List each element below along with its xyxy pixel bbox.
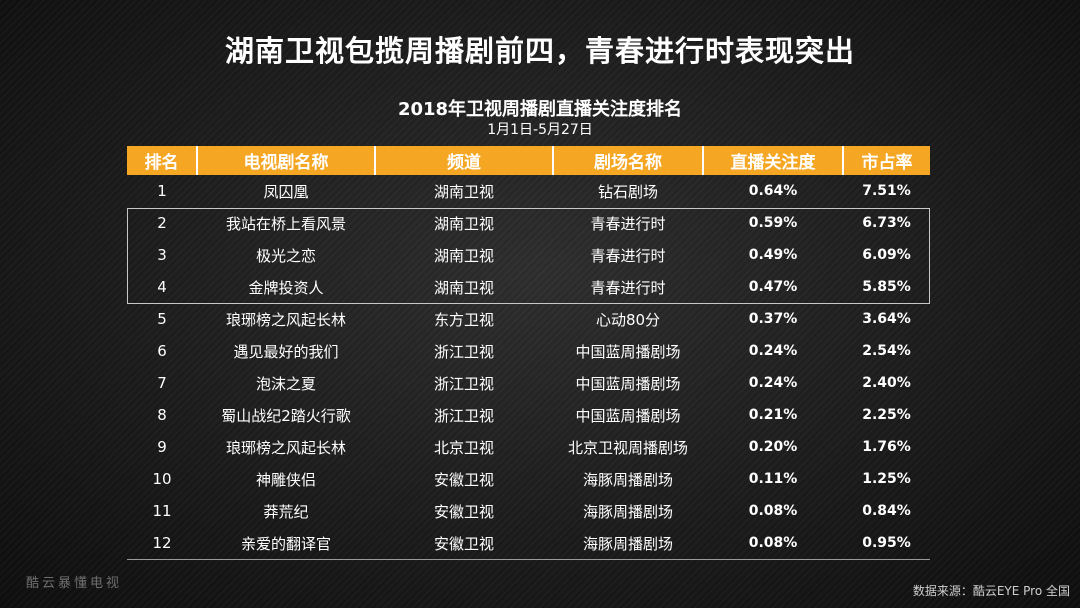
cell-channel: 湖南卫视 — [433, 278, 494, 297]
cell-live-attention: 0.59% — [748, 215, 798, 231]
cell-live-attention: 0.21% — [748, 407, 798, 423]
table-row: 1 凤囚凰 湖南卫视 钻石剧场 0.64% 7.51% — [127, 175, 930, 207]
cell-drama-name: 莽荒纪 — [263, 502, 309, 521]
table-row: 2 我站在桥上看风景 湖南卫视 青春进行时 0.59% 6.73% — [127, 207, 930, 239]
cell-market-share: 2.25% — [862, 407, 911, 423]
cell-live-attention: 0.47% — [748, 279, 798, 295]
table-header-row: 排名 电视剧名称 频道 剧场名称 直播关注度 市占率 — [127, 146, 930, 175]
cell-rank: 5 — [157, 310, 167, 328]
cell-live-attention: 0.64% — [748, 183, 798, 199]
cell-rank: 1 — [157, 182, 167, 200]
cell-drama-name: 我站在桥上看风景 — [225, 214, 346, 233]
cell-theater: 青春进行时 — [590, 246, 666, 265]
cell-drama-name: 蜀山战纪2踏火行歌 — [221, 406, 351, 425]
table-row: 9 琅琊榜之风起长林 北京卫视 北京卫视周播剧场 0.20% 1.76% — [127, 431, 930, 463]
cell-theater: 海豚周播剧场 — [582, 470, 673, 489]
cell-live-attention: 0.08% — [703, 527, 843, 560]
cell-rank: 12 — [127, 527, 197, 560]
cell-drama-name: 神雕侠侣 — [255, 470, 316, 489]
cell-live-attention: 0.37% — [748, 311, 798, 327]
cell-live-attention: 0.24% — [748, 343, 798, 359]
header-live-attention: 直播关注度 — [703, 146, 844, 175]
cell-market-share: 3.64% — [862, 311, 911, 327]
cell-channel: 湖南卫视 — [433, 246, 494, 265]
header-theater: 剧场名称 — [553, 146, 704, 175]
cell-rank: 7 — [157, 374, 167, 392]
cell-channel: 安徽卫视 — [375, 527, 553, 560]
cell-rank: 11 — [152, 502, 172, 520]
header-market-share: 市占率 — [843, 146, 930, 175]
table-row: 5 琅琊榜之风起长林 东方卫视 心动80分 0.37% 3.64% — [127, 303, 930, 335]
header-rank: 排名 — [127, 146, 198, 175]
cell-drama-name: 亲爱的翻译官 — [197, 527, 375, 560]
cell-live-attention: 0.49% — [748, 247, 798, 263]
cell-drama-name: 极光之恋 — [255, 246, 316, 265]
cell-channel: 湖南卫视 — [433, 214, 494, 233]
cell-channel: 浙江卫视 — [433, 342, 494, 361]
table-row: 6 遇见最好的我们 浙江卫视 中国蓝周播剧场 0.24% 2.54% — [127, 335, 930, 367]
cell-rank: 4 — [157, 278, 167, 296]
table-row: 8 蜀山战纪2踏火行歌 浙江卫视 中国蓝周播剧场 0.21% 2.25% — [127, 399, 930, 431]
cell-drama-name: 金牌投资人 — [248, 278, 324, 297]
cell-theater: 北京卫视周播剧场 — [567, 438, 688, 457]
cell-live-attention: 0.24% — [748, 375, 798, 391]
cell-market-share: 0.84% — [862, 503, 911, 519]
cell-live-attention: 0.20% — [748, 439, 798, 455]
header-drama-name: 电视剧名称 — [197, 146, 376, 175]
cell-channel: 浙江卫视 — [433, 406, 494, 425]
table-row: 3 极光之恋 湖南卫视 青春进行时 0.49% 6.09% — [127, 239, 930, 271]
cell-rank: 10 — [152, 470, 172, 488]
cell-drama-name: 泡沫之夏 — [255, 374, 316, 393]
cell-theater: 钻石剧场 — [597, 182, 658, 201]
cell-theater: 中国蓝周播剧场 — [575, 374, 681, 393]
cell-market-share: 6.09% — [862, 247, 911, 263]
cell-market-share: 6.73% — [862, 215, 911, 231]
cell-live-attention: 0.08% — [748, 503, 798, 519]
table-row: 10 神雕侠侣 安徽卫视 海豚周播剧场 0.11% 1.25% — [127, 463, 930, 495]
cell-drama-name: 遇见最好的我们 — [233, 342, 339, 361]
cell-market-share: 1.76% — [862, 439, 911, 455]
ranking-table: 排名 电视剧名称 频道 剧场名称 直播关注度 市占率 1 凤囚凰 湖南卫视 钻石… — [127, 146, 930, 560]
cell-channel: 北京卫视 — [433, 438, 494, 457]
cell-market-share: 1.25% — [862, 471, 911, 487]
cell-channel: 安徽卫视 — [433, 502, 494, 521]
table-row: 7 泡沫之夏 浙江卫视 中国蓝周播剧场 0.24% 2.40% — [127, 367, 930, 399]
cell-theater: 中国蓝周播剧场 — [575, 406, 681, 425]
cell-channel: 湖南卫视 — [433, 182, 494, 201]
cell-channel: 浙江卫视 — [433, 374, 494, 393]
slide-title: 湖南卫视包揽周播剧前四，青春进行时表现突出 — [224, 34, 855, 68]
cell-market-share: 2.54% — [862, 343, 911, 359]
cell-theater: 心动80分 — [595, 310, 661, 329]
cell-rank: 6 — [157, 342, 167, 360]
data-source-note: 数据来源：酷云EYE Pro 全国 — [912, 584, 1070, 598]
cell-rank: 9 — [157, 438, 167, 456]
cell-drama-name: 琅琊榜之风起长林 — [225, 438, 346, 457]
cell-theater: 青春进行时 — [590, 278, 666, 297]
table-title: 2018年卫视周播剧直播关注度排名 — [397, 99, 683, 120]
table-date-range: 1月1日-5月27日 — [487, 122, 593, 138]
cell-rank: 8 — [157, 406, 167, 424]
cell-rank: 2 — [157, 214, 167, 232]
cell-theater: 中国蓝周播剧场 — [575, 342, 681, 361]
cell-market-share: 0.95% — [843, 527, 930, 560]
table-row: 4 金牌投资人 湖南卫视 青春进行时 0.47% 5.85% — [127, 271, 930, 303]
cell-live-attention: 0.11% — [748, 471, 798, 487]
cell-channel: 安徽卫视 — [433, 470, 494, 489]
watermark-text: 酷云暴懂电视 — [26, 576, 123, 591]
cell-market-share: 2.40% — [862, 375, 911, 391]
cell-market-share: 5.85% — [862, 279, 911, 295]
cell-theater: 海豚周播剧场 — [553, 527, 703, 560]
table-row: 12 亲爱的翻译官 安徽卫视 海豚周播剧场 0.08% 0.95% — [127, 527, 930, 560]
cell-market-share: 7.51% — [862, 183, 911, 199]
cell-channel: 东方卫视 — [433, 310, 494, 329]
header-channel: 频道 — [375, 146, 554, 175]
table-row: 11 莽荒纪 安徽卫视 海豚周播剧场 0.08% 0.84% — [127, 495, 930, 527]
cell-rank: 3 — [157, 246, 167, 264]
cell-theater: 海豚周播剧场 — [582, 502, 673, 521]
cell-theater: 青春进行时 — [590, 214, 666, 233]
cell-drama-name: 凤囚凰 — [263, 182, 309, 201]
cell-drama-name: 琅琊榜之风起长林 — [225, 310, 346, 329]
